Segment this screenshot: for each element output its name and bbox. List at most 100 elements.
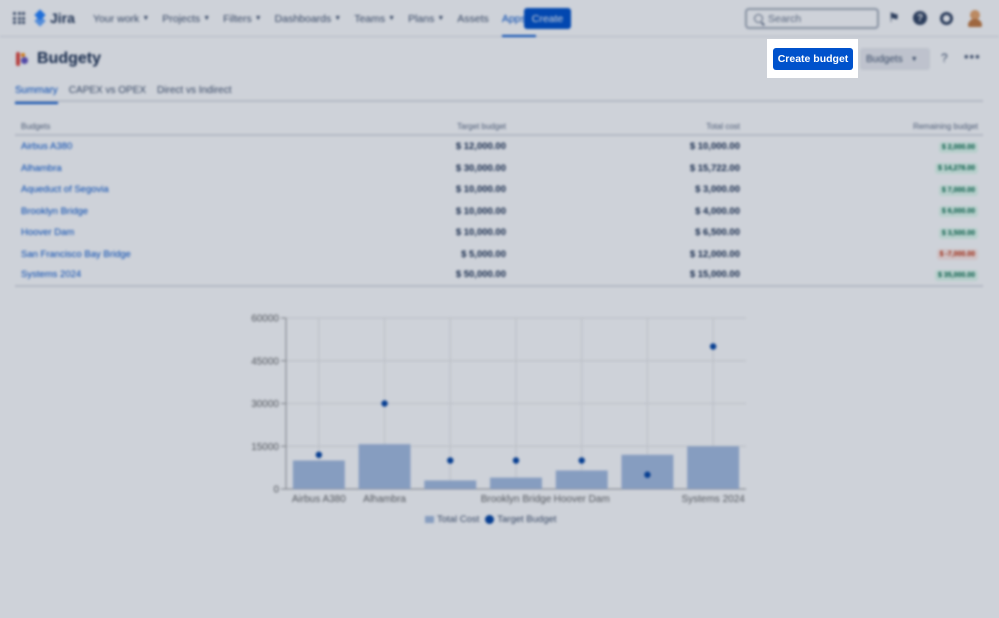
point-target-budget bbox=[644, 471, 651, 478]
table-row: Aqueduct of Segovia $ 10,000.00 $ 3,000.00… bbox=[15, 179, 983, 201]
budget-name-link[interactable]: Aqueduct of Segovia bbox=[21, 184, 109, 196]
remaining-budget-cell: $ 35,000.00 bbox=[740, 269, 978, 281]
total-cost-cell: $ 4,000.00 bbox=[695, 205, 740, 217]
total-cost-cell: $ 15,000.00 bbox=[689, 269, 740, 281]
y-tick-label: 45000 bbox=[251, 356, 279, 367]
target-budget-cell: $ 50,000.00 bbox=[455, 269, 506, 281]
total-cost-cell: $ 6,500.00 bbox=[695, 227, 740, 239]
nav-item-filters[interactable]: Filters ▼ bbox=[223, 0, 262, 37]
help-icon[interactable]: ? bbox=[913, 11, 927, 25]
legend-total-cost-label: Total Cost bbox=[437, 514, 480, 525]
table-header: Budgets Target budget Total cost Remaini… bbox=[15, 118, 983, 136]
nav-item-assets[interactable]: Assets bbox=[457, 0, 489, 37]
remaining-budget-lozenge: $ 3,500.00 bbox=[938, 227, 978, 239]
x-tick-label: Airbus A380 bbox=[292, 494, 346, 505]
nav-item-plans[interactable]: Plans ▼ bbox=[408, 0, 444, 37]
avatar[interactable] bbox=[967, 9, 983, 27]
jira-logo-text: Jira bbox=[50, 10, 75, 26]
nav-item-your-work[interactable]: Your work ▼ bbox=[93, 0, 149, 37]
page-title: Budgety bbox=[37, 50, 101, 67]
table-row: Hoover Dam $ 10,000.00 $ 6,500.00 $ 3,500.0… bbox=[15, 222, 983, 244]
nav-item-label: Your work bbox=[93, 12, 140, 25]
target-budget-cell: $ 5,000.00 bbox=[461, 248, 506, 260]
budgets-dropdown-label: Budgets bbox=[866, 53, 903, 65]
budget-chart-svg: 0 15000 30000 45000 60000 Airbus A380 Alhambra… bbox=[251, 314, 746, 505]
bar-total-cost bbox=[358, 444, 411, 489]
point-target-budget bbox=[315, 451, 323, 458]
nav-item-projects[interactable]: Projects ▼ bbox=[162, 0, 210, 37]
legend-target-budget-label: Target Budget bbox=[497, 514, 557, 525]
bar-total-cost bbox=[424, 480, 477, 489]
remaining-budget-lozenge: $ 2,000.00 bbox=[938, 141, 978, 153]
budget-name-link[interactable]: Alhambra bbox=[21, 162, 62, 174]
target-budget-cell: $ 30,000.00 bbox=[455, 162, 506, 174]
target-budget-cell: $ 12,000.00 bbox=[455, 141, 506, 153]
jira-logo[interactable]: Jira bbox=[34, 9, 75, 27]
budget-name-link[interactable]: Hoover Dam bbox=[21, 227, 75, 239]
chevron-down-icon: ▼ bbox=[334, 15, 342, 22]
nav-item-label: Plans bbox=[408, 12, 435, 25]
search-placeholder: Search bbox=[768, 12, 802, 25]
nav-item-label: Filters bbox=[223, 12, 252, 25]
column-header-budgets: Budgets bbox=[21, 121, 51, 131]
table-row: San Francisco Bay Bridge $ 5,000.00 $ 12,0… bbox=[15, 244, 983, 266]
y-tick-label: 30000 bbox=[251, 399, 279, 410]
tab-capex-vs-opex[interactable]: CAPEX vs OPEX bbox=[68, 85, 147, 96]
total-cost-cell: $ 12,000.00 bbox=[689, 248, 740, 260]
y-tick-label: 60000 bbox=[251, 314, 279, 325]
nav-item-label: Assets bbox=[457, 12, 489, 25]
remaining-budget-cell: $ 2,000.00 bbox=[740, 141, 978, 153]
bar-total-cost bbox=[687, 446, 740, 489]
chevron-down-icon: ▼ bbox=[254, 15, 262, 22]
budgets-dropdown[interactable]: Budgets ▼ bbox=[860, 48, 930, 70]
tabs: Summary CAPEX vs OPEX Direct vs Indirect bbox=[15, 85, 983, 104]
settings-icon[interactable] bbox=[940, 12, 953, 25]
tab-summary[interactable]: Summary bbox=[15, 85, 58, 104]
nav-item-dashboards[interactable]: Dashboards ▼ bbox=[275, 0, 342, 37]
budget-name-link[interactable]: Airbus A380 bbox=[21, 141, 73, 153]
notifications-icon[interactable]: ⚑ bbox=[888, 10, 900, 25]
budgets-table: Budgets Target budget Total cost Remaini… bbox=[15, 118, 983, 287]
chevron-down-icon: ▼ bbox=[142, 15, 150, 22]
x-tick-label: Systems 2024 bbox=[681, 494, 745, 505]
y-tick-label: 0 bbox=[273, 485, 279, 496]
create-budget-button[interactable]: Create budget bbox=[773, 48, 853, 70]
chevron-down-icon: ▼ bbox=[388, 15, 396, 22]
primary-nav: Your work ▼ Projects ▼ Filters ▼ Dashboards ▼ Te… bbox=[93, 0, 549, 37]
remaining-budget-cell: $ -7,000.00 bbox=[740, 248, 978, 261]
budgety-logo-icon bbox=[16, 52, 30, 66]
y-tick-label: 15000 bbox=[251, 442, 279, 453]
chevron-down-icon: ▼ bbox=[437, 15, 445, 22]
point-target-budget bbox=[512, 457, 520, 464]
budget-name-link[interactable]: Brooklyn Bridge bbox=[21, 205, 89, 217]
app-switcher-icon[interactable] bbox=[13, 12, 25, 24]
total-cost-cell: $ 10,000.00 bbox=[689, 141, 740, 153]
table-row: Brooklyn Bridge $ 10,000.00 $ 4,000.00 $ 6,… bbox=[15, 201, 983, 223]
create-button[interactable]: Create bbox=[524, 8, 571, 29]
budget-chart: 0 15000 30000 45000 60000 Airbus A380 Alhambra… bbox=[240, 308, 760, 533]
chevron-down-icon: ▼ bbox=[910, 55, 918, 63]
table-row: Systems 2024 $ 50,000.00 $ 15,000.00 $ 35,0… bbox=[15, 265, 983, 287]
budget-name-link[interactable]: Systems 2024 bbox=[21, 269, 82, 281]
point-target-budget bbox=[447, 457, 454, 464]
remaining-budget-lozenge: $ 14,278.00 bbox=[935, 163, 978, 175]
nav-item-label: Projects bbox=[162, 12, 201, 25]
chevron-down-icon: ▼ bbox=[203, 15, 211, 22]
search-input[interactable]: Search bbox=[745, 8, 879, 29]
budget-name-link[interactable]: San Francisco Bay Bridge bbox=[21, 248, 131, 260]
target-budget-cell: $ 10,000.00 bbox=[455, 205, 506, 217]
x-tick-label: Hoover Dam bbox=[554, 494, 610, 505]
table-body: Airbus A380 $ 12,000.00 $ 10,000.00 $ 2,000… bbox=[15, 136, 983, 287]
remaining-budget-lozenge: $ 6,000.00 bbox=[938, 206, 978, 218]
remaining-budget-lozenge: $ 7,000.00 bbox=[938, 184, 978, 196]
point-target-budget bbox=[578, 457, 585, 464]
nav-item-teams[interactable]: Teams ▼ bbox=[354, 0, 395, 37]
tab-direct-vs-indirect[interactable]: Direct vs Indirect bbox=[157, 85, 232, 96]
bar-total-cost bbox=[490, 477, 542, 489]
more-actions-button[interactable]: ••• bbox=[964, 49, 981, 64]
search-icon bbox=[754, 14, 763, 23]
help-button[interactable]: ? bbox=[941, 51, 948, 65]
remaining-budget-lozenge: $ 35,000.00 bbox=[935, 269, 978, 281]
column-header-total-cost: Total cost bbox=[706, 121, 740, 131]
